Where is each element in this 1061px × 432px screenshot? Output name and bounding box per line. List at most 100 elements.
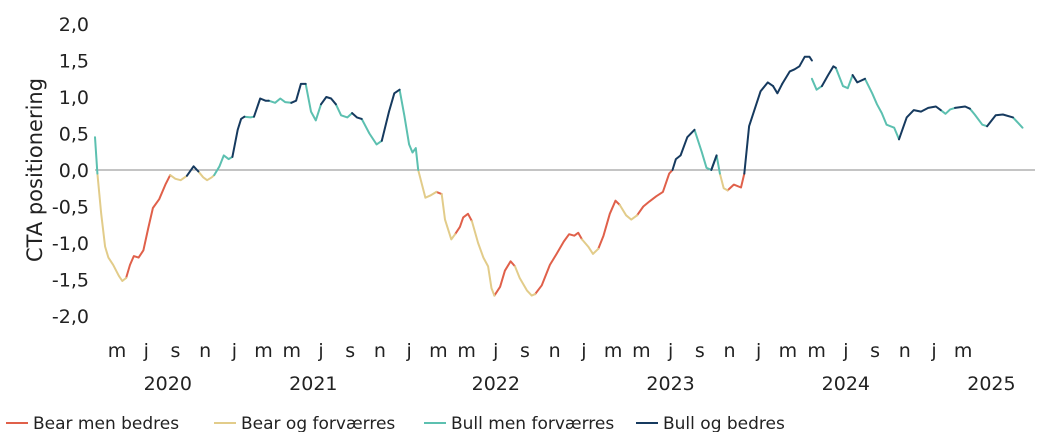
series-segment — [726, 172, 746, 192]
x-tick-label: m — [604, 340, 623, 362]
y-axis-label: CTA positionering — [23, 78, 47, 262]
y-tick-label: -2,0 — [52, 306, 89, 328]
x-tick-label: s — [520, 340, 530, 362]
series-segment — [380, 88, 401, 142]
series-segment — [618, 204, 639, 221]
series-segment — [898, 105, 942, 141]
x-tick-label: j — [842, 340, 848, 362]
x-tick-label: n — [199, 340, 211, 362]
series-segment — [636, 169, 674, 217]
x-tick-label: s — [695, 340, 705, 362]
series-bear-men-bedres — [125, 169, 746, 297]
x-tick-label: j — [930, 340, 936, 362]
legend: Bear men bedres Bear og forværres Bull men… — [6, 414, 785, 432]
series-segment — [454, 212, 473, 236]
y-tick-label: -1,5 — [52, 270, 89, 292]
x-tick-label: j — [667, 340, 673, 362]
x-tick-label: s — [345, 340, 355, 362]
series-segment — [125, 174, 172, 279]
series-segment — [954, 105, 971, 110]
y-tick-label: 0,0 — [59, 160, 89, 182]
series-segment — [781, 55, 813, 85]
series-segment — [718, 172, 729, 192]
y-tick-label: 1,5 — [59, 51, 89, 73]
x-tick-label: s — [870, 340, 880, 362]
year-label: 2023 — [646, 373, 694, 395]
y-tick-label: 2,0 — [59, 14, 89, 36]
x-tick-label: m — [283, 340, 302, 362]
series-segment — [597, 199, 621, 250]
x-tick-label: n — [899, 340, 911, 362]
series-segment — [96, 172, 128, 282]
x-tick-label: n — [374, 340, 386, 362]
series-segment — [743, 81, 775, 175]
x-axis-year-labels: 2020 2021 2022 2023 2024 2025 — [144, 373, 1016, 395]
series-segment — [94, 136, 99, 175]
series-segment — [440, 193, 457, 241]
y-tick-label: 1,0 — [59, 87, 89, 109]
series-segment — [304, 82, 322, 122]
series-bull-men-forværres — [94, 66, 1024, 177]
series-segment — [169, 174, 188, 182]
series-segment — [351, 112, 363, 120]
x-tick-label: m — [108, 340, 127, 362]
series-segment — [851, 74, 866, 84]
series-bull-og-bedres — [185, 55, 1014, 177]
series-segment — [334, 103, 354, 119]
year-label: 2024 — [822, 373, 870, 395]
series-segment — [939, 106, 956, 115]
x-tick-label: j — [143, 340, 149, 362]
series-segment — [493, 260, 516, 297]
series-segment — [290, 82, 307, 104]
x-tick-label: n — [549, 340, 561, 362]
x-tick-label: j — [231, 340, 237, 362]
series-segment — [1012, 116, 1024, 129]
x-tick-label: m — [954, 340, 973, 362]
series-segment — [693, 128, 721, 175]
y-tick-label: -1,0 — [52, 233, 89, 255]
series-segment — [534, 231, 583, 296]
x-tick-label: m — [632, 340, 651, 362]
series-segment — [772, 82, 784, 95]
series-segment — [360, 117, 383, 146]
x-tick-label: j — [580, 340, 586, 362]
year-label: 2022 — [472, 373, 520, 395]
series-segment — [470, 220, 496, 297]
series-segment — [253, 97, 270, 118]
y-axis-ticks: 2,0 1,5 1,0 0,5 0,0 -0,5 -1,0 -1,5 -2,0 — [52, 14, 89, 328]
x-tick-label: j — [317, 340, 323, 362]
series-segment — [231, 115, 246, 158]
series-segment — [417, 169, 438, 199]
x-tick-label: m — [254, 340, 273, 362]
legend-label: Bull men forværres — [451, 414, 614, 432]
series-segment — [968, 107, 989, 128]
legend-label: Bear men bedres — [33, 414, 179, 432]
x-tick-label: n — [723, 340, 735, 362]
x-tick-label: m — [457, 340, 476, 362]
y-tick-label: 0,5 — [59, 124, 89, 146]
x-tick-label: j — [405, 340, 411, 362]
year-label: 2025 — [967, 373, 1015, 395]
series-bear-og-forværres — [96, 169, 729, 297]
series-segment — [514, 265, 537, 297]
series-segment — [398, 88, 420, 171]
legend-label: Bear og forværres — [241, 414, 395, 432]
series-segment — [834, 66, 854, 90]
x-tick-label: m — [779, 340, 798, 362]
y-tick-label: -0,5 — [52, 197, 89, 219]
series-segment — [185, 165, 200, 177]
series-segment — [671, 128, 696, 171]
x-tick-label: j — [492, 340, 498, 362]
x-tick-label: m — [807, 340, 826, 362]
series-lines — [94, 55, 1024, 297]
series-segment — [986, 113, 1014, 128]
series-segment — [864, 77, 900, 141]
year-label: 2020 — [144, 373, 192, 395]
x-tick-label: m — [429, 340, 448, 362]
series-segment — [197, 170, 216, 182]
series-segment — [243, 115, 255, 119]
series-segment — [581, 238, 600, 255]
legend-label: Bull og bedres — [663, 414, 785, 432]
